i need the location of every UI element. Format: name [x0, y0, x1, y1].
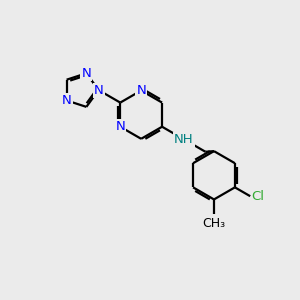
Text: Cl: Cl: [252, 190, 265, 203]
Text: N: N: [62, 94, 71, 107]
Text: N: N: [94, 84, 103, 97]
Text: CH₃: CH₃: [202, 217, 226, 230]
Text: N: N: [136, 84, 146, 97]
Text: N: N: [82, 67, 91, 80]
Text: N: N: [116, 120, 125, 133]
Text: NH: NH: [174, 133, 194, 146]
